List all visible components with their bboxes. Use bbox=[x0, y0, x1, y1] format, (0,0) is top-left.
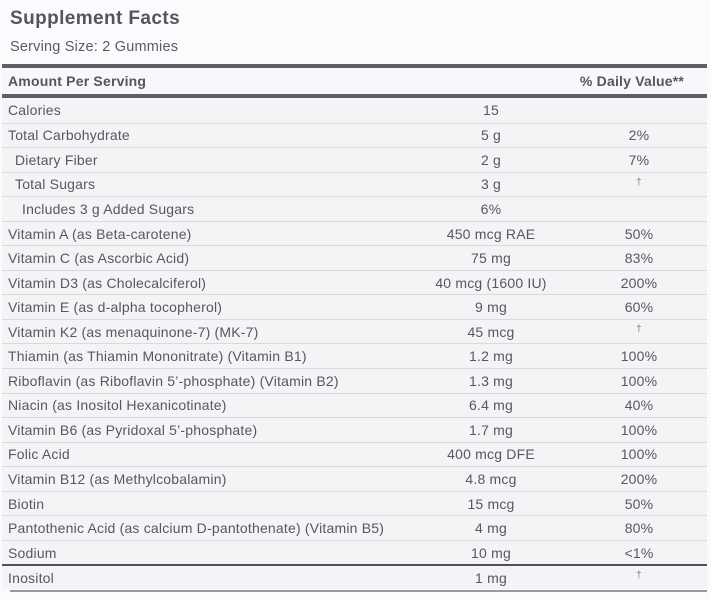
top-rule-divider bbox=[2, 64, 707, 68]
nutrient-daily-value: 100% bbox=[620, 446, 658, 463]
table-row: Inositol 1 mg † bbox=[2, 564, 707, 589]
nutrient-daily-value: <1% bbox=[624, 544, 654, 561]
table-row: Total Carbohydrate 5 g 2% bbox=[2, 122, 707, 148]
table-row: Folic Acid 400 mcg DFE 100% bbox=[2, 441, 707, 467]
nutrient-amount: 1.7 mg bbox=[469, 421, 513, 438]
nutrient-name: Folic Acid bbox=[8, 446, 70, 463]
nutrient-daily-value: 100% bbox=[620, 348, 658, 365]
table-row: Dietary Fiber 2 g 7% bbox=[2, 147, 707, 172]
nutrient-amount: 6% bbox=[480, 200, 502, 217]
nutrient-daily-value: 200% bbox=[620, 274, 658, 291]
nutrient-daily-value: 40% bbox=[624, 397, 654, 414]
nutrient-amount: 6.4 mg bbox=[469, 397, 513, 414]
nutrient-amount: 3 g bbox=[480, 176, 502, 193]
nutrient-amount: 1.2 mg bbox=[469, 348, 513, 365]
table-row: Thiamin (as Thiamin Mononitrate) (Vitami… bbox=[2, 343, 707, 368]
nutrient-daily-value: † bbox=[636, 324, 642, 336]
nutrient-name: Biotin bbox=[8, 495, 45, 512]
table-row: Total Sugars 3 g † bbox=[2, 171, 707, 197]
nutrient-daily-value: 100% bbox=[620, 421, 658, 438]
nutrient-amount: 10 mg bbox=[471, 544, 511, 561]
nutrient-name: Total Sugars bbox=[15, 176, 96, 193]
nutrient-name: Niacin (as Inositol Hexanicotinate) bbox=[8, 397, 227, 414]
header-rule-divider bbox=[2, 94, 707, 98]
nutrient-daily-value: 200% bbox=[620, 470, 658, 487]
label-header: Supplement Facts Serving Size: 2 Gummies bbox=[2, 0, 707, 56]
nutrient-name: Pantothenic Acid (as calcium D-pantothen… bbox=[8, 520, 385, 537]
supplement-facts-panel: Supplement Facts Serving Size: 2 Gummies… bbox=[2, 0, 707, 592]
nutrient-amount: 5 g bbox=[480, 127, 502, 144]
nutrient-amount: 45 mcg bbox=[467, 323, 515, 340]
table-row: Vitamin D3 (as Cholecalciferol) 40 mcg (… bbox=[2, 269, 707, 295]
table-row: Vitamin A (as Beta-carotene) 450 mcg RAE… bbox=[2, 220, 707, 246]
nutrient-amount: 4 mg bbox=[475, 520, 507, 537]
nutrient-name: Total Carbohydrate bbox=[8, 127, 130, 144]
nutrient-daily-value: 100% bbox=[620, 372, 658, 389]
table-header-row: Amount Per Serving % Daily Value** bbox=[2, 68, 707, 94]
nutrient-daily-value: 83% bbox=[624, 250, 654, 267]
nutrient-daily-value: † bbox=[636, 176, 642, 188]
nutrient-daily-value: 50% bbox=[624, 225, 654, 242]
nutrient-daily-value: 2% bbox=[628, 127, 650, 144]
table-row: Vitamin E (as d-alpha tocopherol) 9 mg 6… bbox=[2, 294, 707, 319]
table-row: Includes 3 g Added Sugars 6% bbox=[2, 196, 707, 221]
nutrient-amount: 1 mg bbox=[475, 569, 507, 586]
nutrient-name: Includes 3 g Added Sugars bbox=[22, 200, 195, 217]
nutrient-name: Vitamin K2 (as menaquinone-7) (MK-7) bbox=[8, 323, 259, 340]
nutrient-name: Vitamin C (as Ascorbic Acid) bbox=[8, 250, 190, 267]
page-title: Supplement Facts bbox=[10, 8, 181, 29]
nutrient-daily-value: 7% bbox=[628, 151, 650, 168]
serving-size-text: Serving Size: 2 Gummies bbox=[10, 39, 179, 55]
daily-value-header: % Daily Value** bbox=[579, 73, 685, 89]
nutrient-amount: 75 mg bbox=[471, 250, 511, 267]
nutrient-name: Sodium bbox=[8, 544, 57, 561]
table-row: Biotin 15 mcg 50% bbox=[2, 490, 707, 516]
nutrient-amount: 9 mg bbox=[475, 299, 507, 316]
amount-per-serving-header: Amount Per Serving bbox=[8, 73, 147, 89]
table-row: Niacin (as Inositol Hexanicotinate) 6.4 … bbox=[2, 392, 707, 418]
nutrient-amount: 450 mcg RAE bbox=[446, 225, 536, 242]
nutrient-amount: 1.3 mg bbox=[469, 372, 513, 389]
nutrient-amount: 40 mcg (1600 IU) bbox=[435, 274, 547, 291]
table-row: Calories 15 bbox=[2, 98, 707, 123]
nutrient-daily-value: 60% bbox=[624, 299, 654, 316]
table-row: Vitamin B12 (as Methylcobalamin) 4.8 mcg… bbox=[2, 466, 707, 491]
table-row: Vitamin C (as Ascorbic Acid) 75 mg 83% bbox=[2, 245, 707, 270]
nutrient-table: Calories 15 Total Carbohydrate 5 g 2% Di… bbox=[2, 98, 707, 589]
nutrient-amount: 2 g bbox=[480, 151, 502, 168]
nutrient-name: Thiamin (as Thiamin Mononitrate) (Vitami… bbox=[8, 348, 307, 365]
table-row: Vitamin B6 (as Pyridoxal 5’-phosphate) 1… bbox=[2, 417, 707, 442]
table-row: Vitamin K2 (as menaquinone-7) (MK-7) 45 … bbox=[2, 318, 707, 344]
bottom-rule-divider bbox=[10, 589, 707, 592]
nutrient-name: Vitamin D3 (as Cholecalciferol) bbox=[8, 274, 207, 291]
nutrient-name: Vitamin B12 (as Methylcobalamin) bbox=[8, 470, 227, 487]
nutrient-name: Vitamin B6 (as Pyridoxal 5’-phosphate) bbox=[8, 421, 258, 438]
nutrient-name: Vitamin E (as d-alpha tocopherol) bbox=[8, 299, 223, 316]
nutrient-name: Vitamin A (as Beta-carotene) bbox=[8, 225, 192, 242]
nutrient-daily-value: 80% bbox=[624, 520, 654, 537]
nutrient-daily-value: † bbox=[636, 570, 642, 582]
nutrient-name: Inositol bbox=[8, 569, 54, 586]
nutrient-name: Riboflavin (as Riboflavin 5’-phosphate) … bbox=[8, 372, 339, 389]
nutrient-amount: 15 mcg bbox=[467, 495, 515, 512]
table-row: Pantothenic Acid (as calcium D-pantothen… bbox=[2, 515, 707, 540]
nutrient-name: Dietary Fiber bbox=[15, 151, 98, 168]
nutrient-name: Calories bbox=[8, 102, 61, 119]
table-row: Riboflavin (as Riboflavin 5’-phosphate) … bbox=[2, 368, 707, 393]
nutrient-amount: 4.8 mcg bbox=[465, 470, 517, 487]
table-row: Sodium 10 mg <1% bbox=[2, 539, 707, 565]
nutrient-amount: 15 bbox=[483, 102, 499, 119]
nutrient-daily-value: 50% bbox=[624, 495, 654, 512]
nutrient-amount: 400 mcg DFE bbox=[447, 446, 535, 463]
